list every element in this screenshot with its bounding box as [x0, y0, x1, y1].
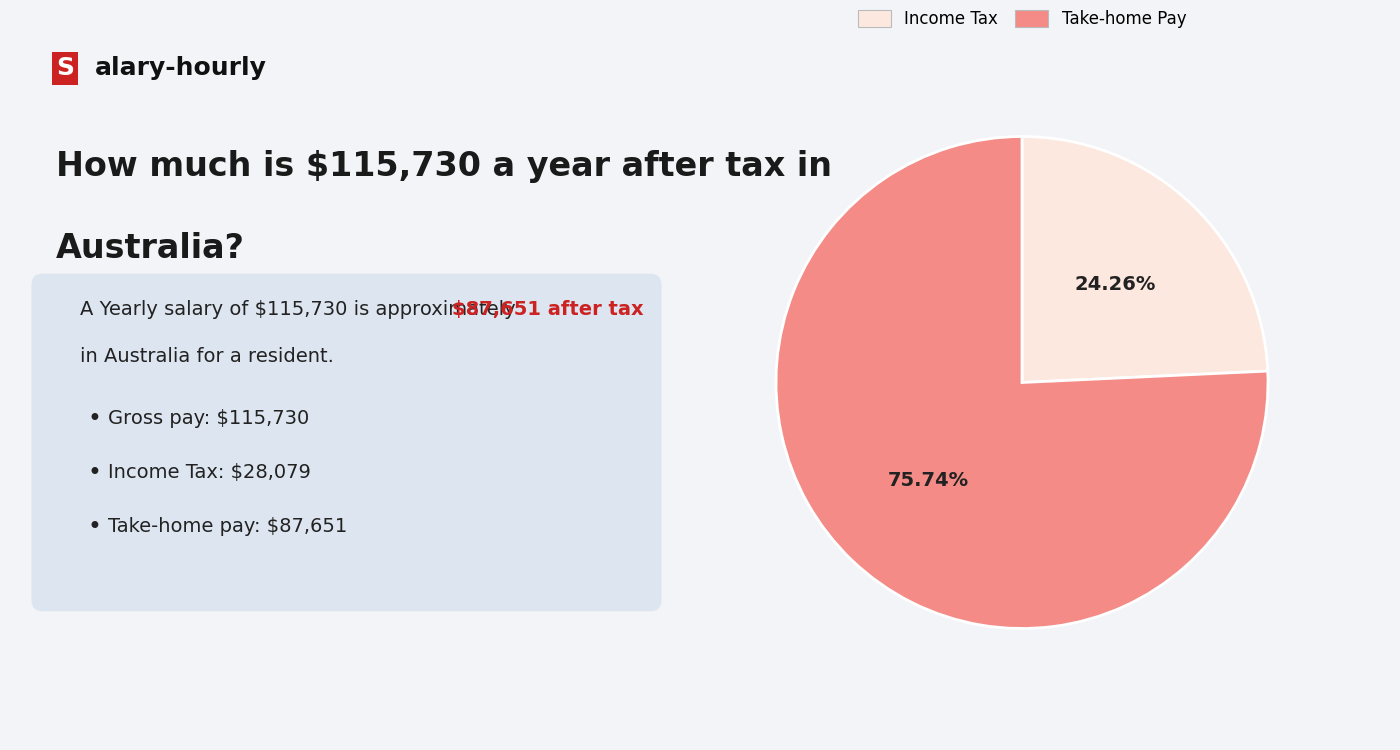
Text: 75.74%: 75.74% — [888, 471, 969, 490]
Text: A Yearly salary of $115,730 is approximately: A Yearly salary of $115,730 is approxima… — [81, 300, 522, 319]
FancyBboxPatch shape — [31, 274, 661, 611]
Legend: Income Tax, Take-home Pay: Income Tax, Take-home Pay — [851, 4, 1193, 35]
Text: 24.26%: 24.26% — [1075, 275, 1156, 294]
Text: Income Tax: $28,079: Income Tax: $28,079 — [109, 463, 311, 482]
Text: in Australia for a resident.: in Australia for a resident. — [81, 346, 335, 365]
Text: S: S — [56, 56, 74, 80]
Text: •: • — [87, 514, 101, 538]
Text: alary-hourly: alary-hourly — [95, 56, 266, 80]
Wedge shape — [1022, 136, 1268, 382]
Text: Australia?: Australia? — [56, 232, 245, 266]
Text: How much is $115,730 a year after tax in: How much is $115,730 a year after tax in — [56, 150, 832, 183]
Text: Gross pay: $115,730: Gross pay: $115,730 — [109, 409, 309, 428]
Text: •: • — [87, 460, 101, 484]
Text: •: • — [87, 406, 101, 430]
Text: $87,651 after tax: $87,651 after tax — [452, 300, 644, 319]
Wedge shape — [776, 136, 1268, 628]
Text: Take-home pay: $87,651: Take-home pay: $87,651 — [109, 517, 347, 536]
